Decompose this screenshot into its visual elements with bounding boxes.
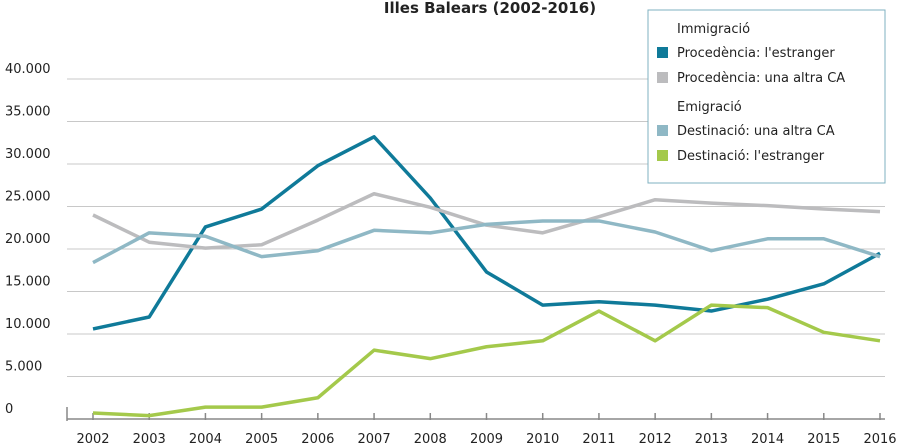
y-tick-label: 35.000 <box>5 105 51 120</box>
legend-group-title: Immigració <box>677 22 750 37</box>
y-tick-label: 40.000 <box>5 62 51 77</box>
x-tick-label: 2012 <box>639 432 672 447</box>
x-tick-label: 2010 <box>526 432 559 447</box>
x-tick-label: 2016 <box>863 432 896 447</box>
y-tick-label: 10.000 <box>5 317 51 332</box>
x-tick-label: 2003 <box>133 432 166 447</box>
x-tick-label: 2013 <box>695 432 728 447</box>
legend-swatch <box>657 150 668 161</box>
series-line <box>92 303 881 418</box>
x-tick-label: 2008 <box>414 432 447 447</box>
legend-box <box>647 9 886 184</box>
y-tick-label: 15.000 <box>5 275 51 290</box>
legend-swatch <box>657 125 668 136</box>
y-tick-label: 20.000 <box>5 232 51 247</box>
legend-label: Procedència: una altra CA <box>677 71 845 86</box>
x-tick-label: 2015 <box>807 432 840 447</box>
y-tick-label: 25.000 <box>5 190 51 205</box>
series-line <box>92 135 881 331</box>
x-tick-label: 2006 <box>301 432 334 447</box>
series-line <box>92 219 881 265</box>
legend-label: Procedència: l'estranger <box>677 46 835 61</box>
x-tick-label: 2005 <box>245 432 278 447</box>
legend-label: Destinació: l'estranger <box>677 149 825 164</box>
legend-swatch <box>657 72 668 83</box>
x-tick-label: 2007 <box>358 432 391 447</box>
x-tick-label: 2002 <box>76 432 109 447</box>
chart-title: Illes Balears (2002-2016) <box>384 0 596 17</box>
legend-swatch <box>657 47 668 58</box>
y-tick-label: 0 <box>5 402 13 417</box>
x-tick-label: 2009 <box>470 432 503 447</box>
x-tick-label: 2011 <box>582 432 615 447</box>
x-tick-label: 2004 <box>189 432 222 447</box>
y-tick-label: 5.000 <box>5 360 42 375</box>
legend-label: Destinació: una altra CA <box>677 124 835 139</box>
y-tick-label: 30.000 <box>5 147 51 162</box>
x-tick-label: 2014 <box>751 432 784 447</box>
legend-group-title: Emigració <box>677 100 742 115</box>
